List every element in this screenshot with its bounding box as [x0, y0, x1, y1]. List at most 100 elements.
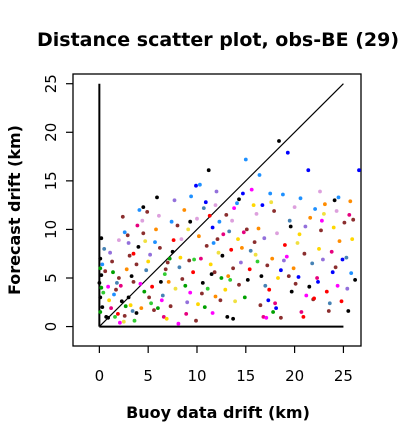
- data-point: [98, 266, 103, 271]
- chart-title: Distance scatter plot, obs-BE (29): [37, 29, 399, 51]
- data-point: [268, 191, 273, 196]
- x-tick-label: 20: [285, 367, 304, 385]
- x-tick-label: 5: [143, 367, 153, 385]
- data-point: [206, 168, 211, 173]
- data-point: [235, 201, 239, 206]
- data-point: [315, 276, 319, 280]
- data-point: [173, 286, 178, 291]
- data-point: [327, 301, 332, 306]
- data-point: [201, 206, 206, 211]
- data-point: [225, 315, 230, 319]
- data-point: [295, 241, 300, 245]
- data-point: [258, 303, 263, 308]
- data-point: [264, 315, 269, 320]
- x-axis: 0 5 10 15 20 25: [95, 346, 353, 385]
- data-point: [301, 315, 306, 319]
- data-point: [223, 287, 228, 292]
- data-point: [308, 215, 313, 220]
- data-point: [166, 280, 171, 284]
- data-point: [226, 274, 231, 278]
- data-point: [324, 289, 329, 294]
- data-point: [101, 290, 106, 295]
- data-point: [266, 298, 271, 303]
- data-point: [165, 260, 170, 265]
- data-point: [272, 209, 276, 213]
- data-point: [345, 286, 350, 291]
- data-point: [129, 274, 134, 278]
- data-point: [152, 308, 156, 312]
- data-point: [329, 249, 334, 254]
- data-point: [237, 197, 241, 202]
- data-point: [346, 309, 351, 313]
- data-point: [132, 318, 137, 323]
- data-point: [177, 265, 182, 270]
- data-point: [194, 318, 198, 323]
- data-point: [348, 199, 353, 204]
- data-point: [279, 268, 283, 273]
- data-point: [113, 315, 117, 319]
- data-point: [107, 298, 111, 303]
- data-point: [122, 230, 127, 235]
- data-point: [205, 286, 210, 291]
- data-point: [138, 281, 143, 286]
- data-point: [140, 218, 145, 223]
- data-point: [172, 198, 177, 203]
- data-point: [110, 259, 114, 264]
- data-point: [261, 315, 266, 319]
- data-point: [143, 239, 148, 244]
- data-point: [253, 252, 258, 257]
- data-point: [137, 208, 142, 212]
- data-point: [200, 291, 204, 296]
- data-point: [158, 246, 162, 250]
- data-point: [103, 269, 108, 274]
- data-point: [109, 306, 113, 310]
- y-tick-label: 15: [42, 171, 60, 190]
- data-point: [349, 271, 354, 275]
- data-point: [180, 277, 185, 281]
- data-point: [183, 283, 188, 288]
- data-point: [237, 282, 241, 287]
- data-point: [265, 263, 270, 268]
- data-point: [342, 220, 347, 225]
- data-point: [217, 219, 222, 224]
- data-point: [98, 310, 103, 314]
- data-point: [221, 232, 226, 237]
- data-point: [224, 213, 229, 217]
- data-point: [159, 280, 163, 284]
- data-point: [199, 256, 203, 261]
- data-point: [104, 315, 109, 319]
- data-point: [98, 295, 103, 300]
- data-point: [296, 275, 301, 279]
- data-point: [188, 290, 193, 295]
- data-point: [145, 210, 150, 214]
- data-point: [306, 168, 311, 173]
- y-tick-label: 20: [42, 123, 60, 142]
- data-point: [179, 237, 184, 242]
- data-point: [245, 278, 250, 282]
- data-point: [247, 267, 252, 272]
- data-point: [211, 241, 216, 245]
- data-point: [299, 310, 304, 314]
- data-point: [276, 276, 280, 280]
- data-point: [98, 256, 103, 261]
- y-tick-label: 25: [42, 74, 60, 93]
- data-point: [134, 311, 139, 315]
- data-point: [293, 281, 298, 286]
- x-tick-label: 15: [236, 367, 255, 385]
- data-points: [97, 139, 361, 326]
- data-point: [323, 202, 327, 207]
- data-point: [131, 280, 136, 284]
- data-point: [282, 258, 286, 263]
- data-point: [123, 304, 128, 309]
- data-point: [283, 243, 287, 247]
- data-point: [203, 200, 208, 205]
- data-point: [102, 247, 107, 251]
- data-point: [156, 306, 160, 310]
- x-tick-label: 0: [95, 367, 105, 385]
- data-point: [322, 212, 326, 216]
- data-point: [117, 276, 121, 280]
- data-point: [208, 262, 213, 267]
- data-point: [270, 256, 275, 261]
- data-point: [168, 304, 173, 309]
